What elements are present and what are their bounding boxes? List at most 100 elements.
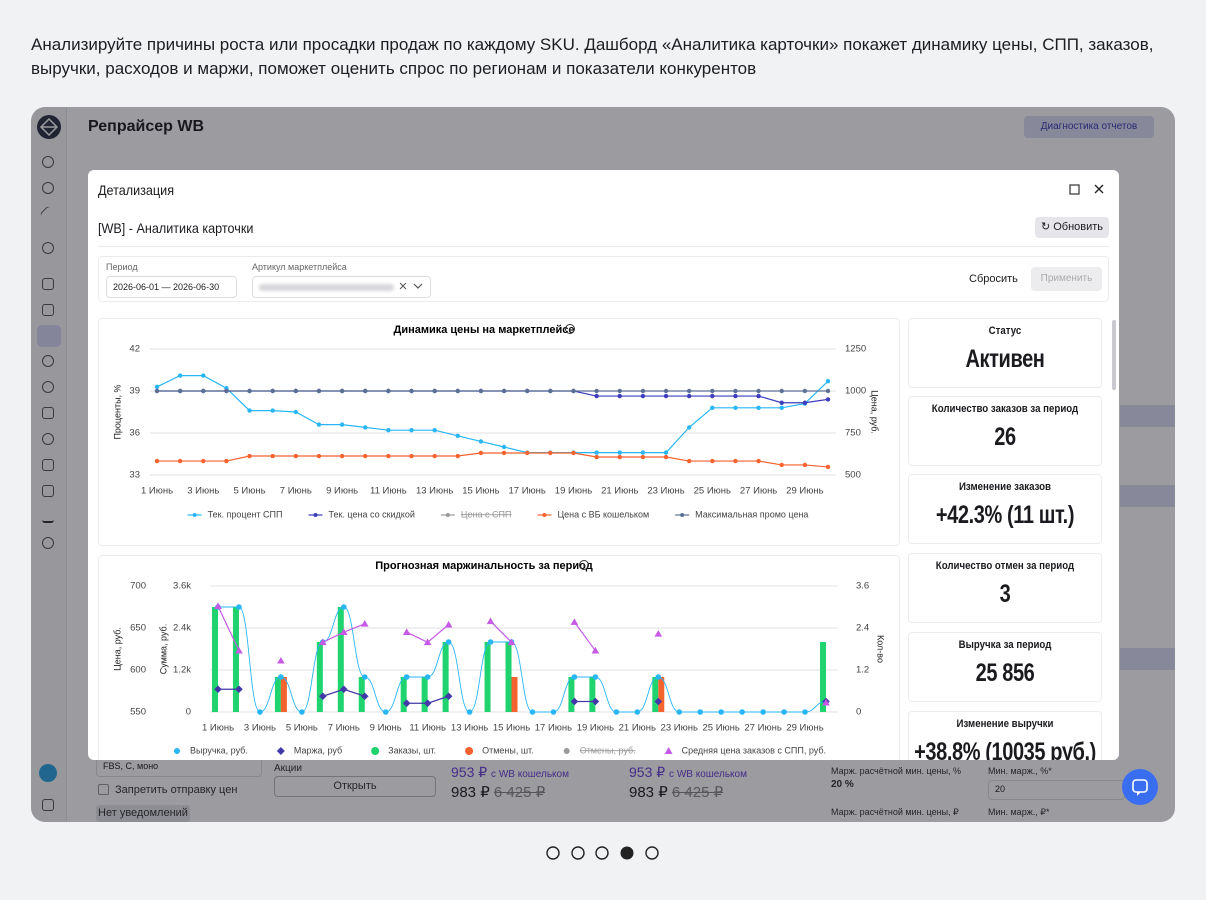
y-tick-label: 2.4k [173,623,191,634]
point [403,674,410,680]
bar [652,677,659,712]
period-input[interactable]: 2026-06-01 — 2026-06-30 [106,276,237,298]
price-value: 983 ₽ [451,784,490,801]
refresh-button[interactable]: ↻ Обновить [1035,217,1109,238]
icon[interactable] [42,485,54,497]
icon-active[interactable] [37,325,61,347]
icon[interactable] [42,304,54,316]
wallet-value: 953 ₽ [629,764,666,780]
old-price: 6 425 ₽ [671,784,724,801]
scrollbar[interactable] [1112,320,1116,390]
point [424,674,431,680]
icon[interactable] [42,182,54,194]
bar [658,677,665,712]
modal-controls[interactable] [1068,183,1108,197]
tag: Нет уведомлений [96,805,190,822]
icon[interactable] [42,242,54,254]
reset-button[interactable]: Сбросить [969,273,1018,285]
point [779,400,784,405]
price: 983 ₽ 6 425 ₽ [629,783,723,801]
info-icon[interactable] [579,560,589,570]
x-tick-label: 27 Июнь [744,723,781,734]
point [316,422,322,427]
telegram-icon[interactable] [39,764,57,782]
point [676,709,683,715]
point [224,458,229,464]
axis-title: Цена, руб. [870,390,880,434]
icon[interactable] [42,459,54,471]
y-tick-label: 0 [856,707,861,718]
old-price: 6 425 ₽ [493,784,546,801]
series-line [217,606,827,713]
icon[interactable] [42,433,54,445]
point [594,388,599,394]
point [177,388,183,394]
legend-symbol [680,513,685,517]
page-dot[interactable] [571,846,585,860]
price: 983 ₽ 6 425 ₽ [451,783,545,801]
label: Мин. марж., ₽* [988,807,1050,817]
expand-icon[interactable] [1069,184,1080,195]
point [802,709,808,715]
axis-title: Кол-во [876,635,886,663]
point [478,450,484,456]
chart-title: Прогнозная маржинальность за период [375,560,592,572]
icon[interactable] [42,537,54,549]
legend-symbol [192,513,197,517]
label: Акции [274,763,302,774]
point [386,453,391,459]
legend-label: Выручка, руб. [190,745,248,755]
apply-button[interactable]: Применить [1031,267,1102,291]
page-dot[interactable] [546,846,560,860]
pagination [546,846,659,860]
diagnostics-button[interactable]: Диагностика отчетов [1024,116,1154,138]
help-button[interactable] [1122,769,1158,805]
y-tick-label: 1000 [845,386,866,397]
info-icon[interactable] [565,324,575,334]
point [293,453,299,459]
bar [316,642,323,712]
bar [484,642,491,712]
icon[interactable] [42,511,54,523]
wallet-note: с WB кошельком [491,769,569,780]
page-dot-active[interactable] [620,846,634,860]
icon[interactable] [42,278,54,290]
page-dot[interactable] [595,846,609,860]
icon[interactable] [42,407,54,419]
point [409,388,414,394]
point [548,450,553,456]
point [455,433,460,438]
point [445,639,452,645]
point [594,393,599,399]
close-icon[interactable] [1094,184,1104,194]
x-tick-label: 3 Июнь [187,486,219,497]
y-tick-label: 550 [130,707,146,718]
point [270,408,275,413]
point [756,405,761,410]
point [525,450,530,456]
page-dot[interactable] [645,846,659,860]
icon[interactable] [42,381,54,393]
point [319,638,327,646]
kpi-card: Выручка за период 25 856 [908,632,1102,702]
point [654,630,663,637]
point [361,674,368,680]
input-icons[interactable] [399,282,427,292]
card-value: +38.8% (10035 руб.) [914,738,1096,760]
point [316,453,322,459]
point [617,450,622,455]
icon[interactable] [42,156,54,168]
icon[interactable] [42,799,54,811]
legend-symbol [664,747,673,754]
open-button[interactable]: Открыть [274,776,436,797]
article-input[interactable] [252,276,431,298]
bar [589,677,596,712]
icon[interactable] [42,355,54,367]
point [386,428,391,433]
series-line [156,375,829,454]
bar [232,607,239,712]
modal: Детализация [WB] - Аналитика карточки ↻ … [88,170,1119,760]
checkbox[interactable] [98,784,109,795]
bar [358,677,365,712]
